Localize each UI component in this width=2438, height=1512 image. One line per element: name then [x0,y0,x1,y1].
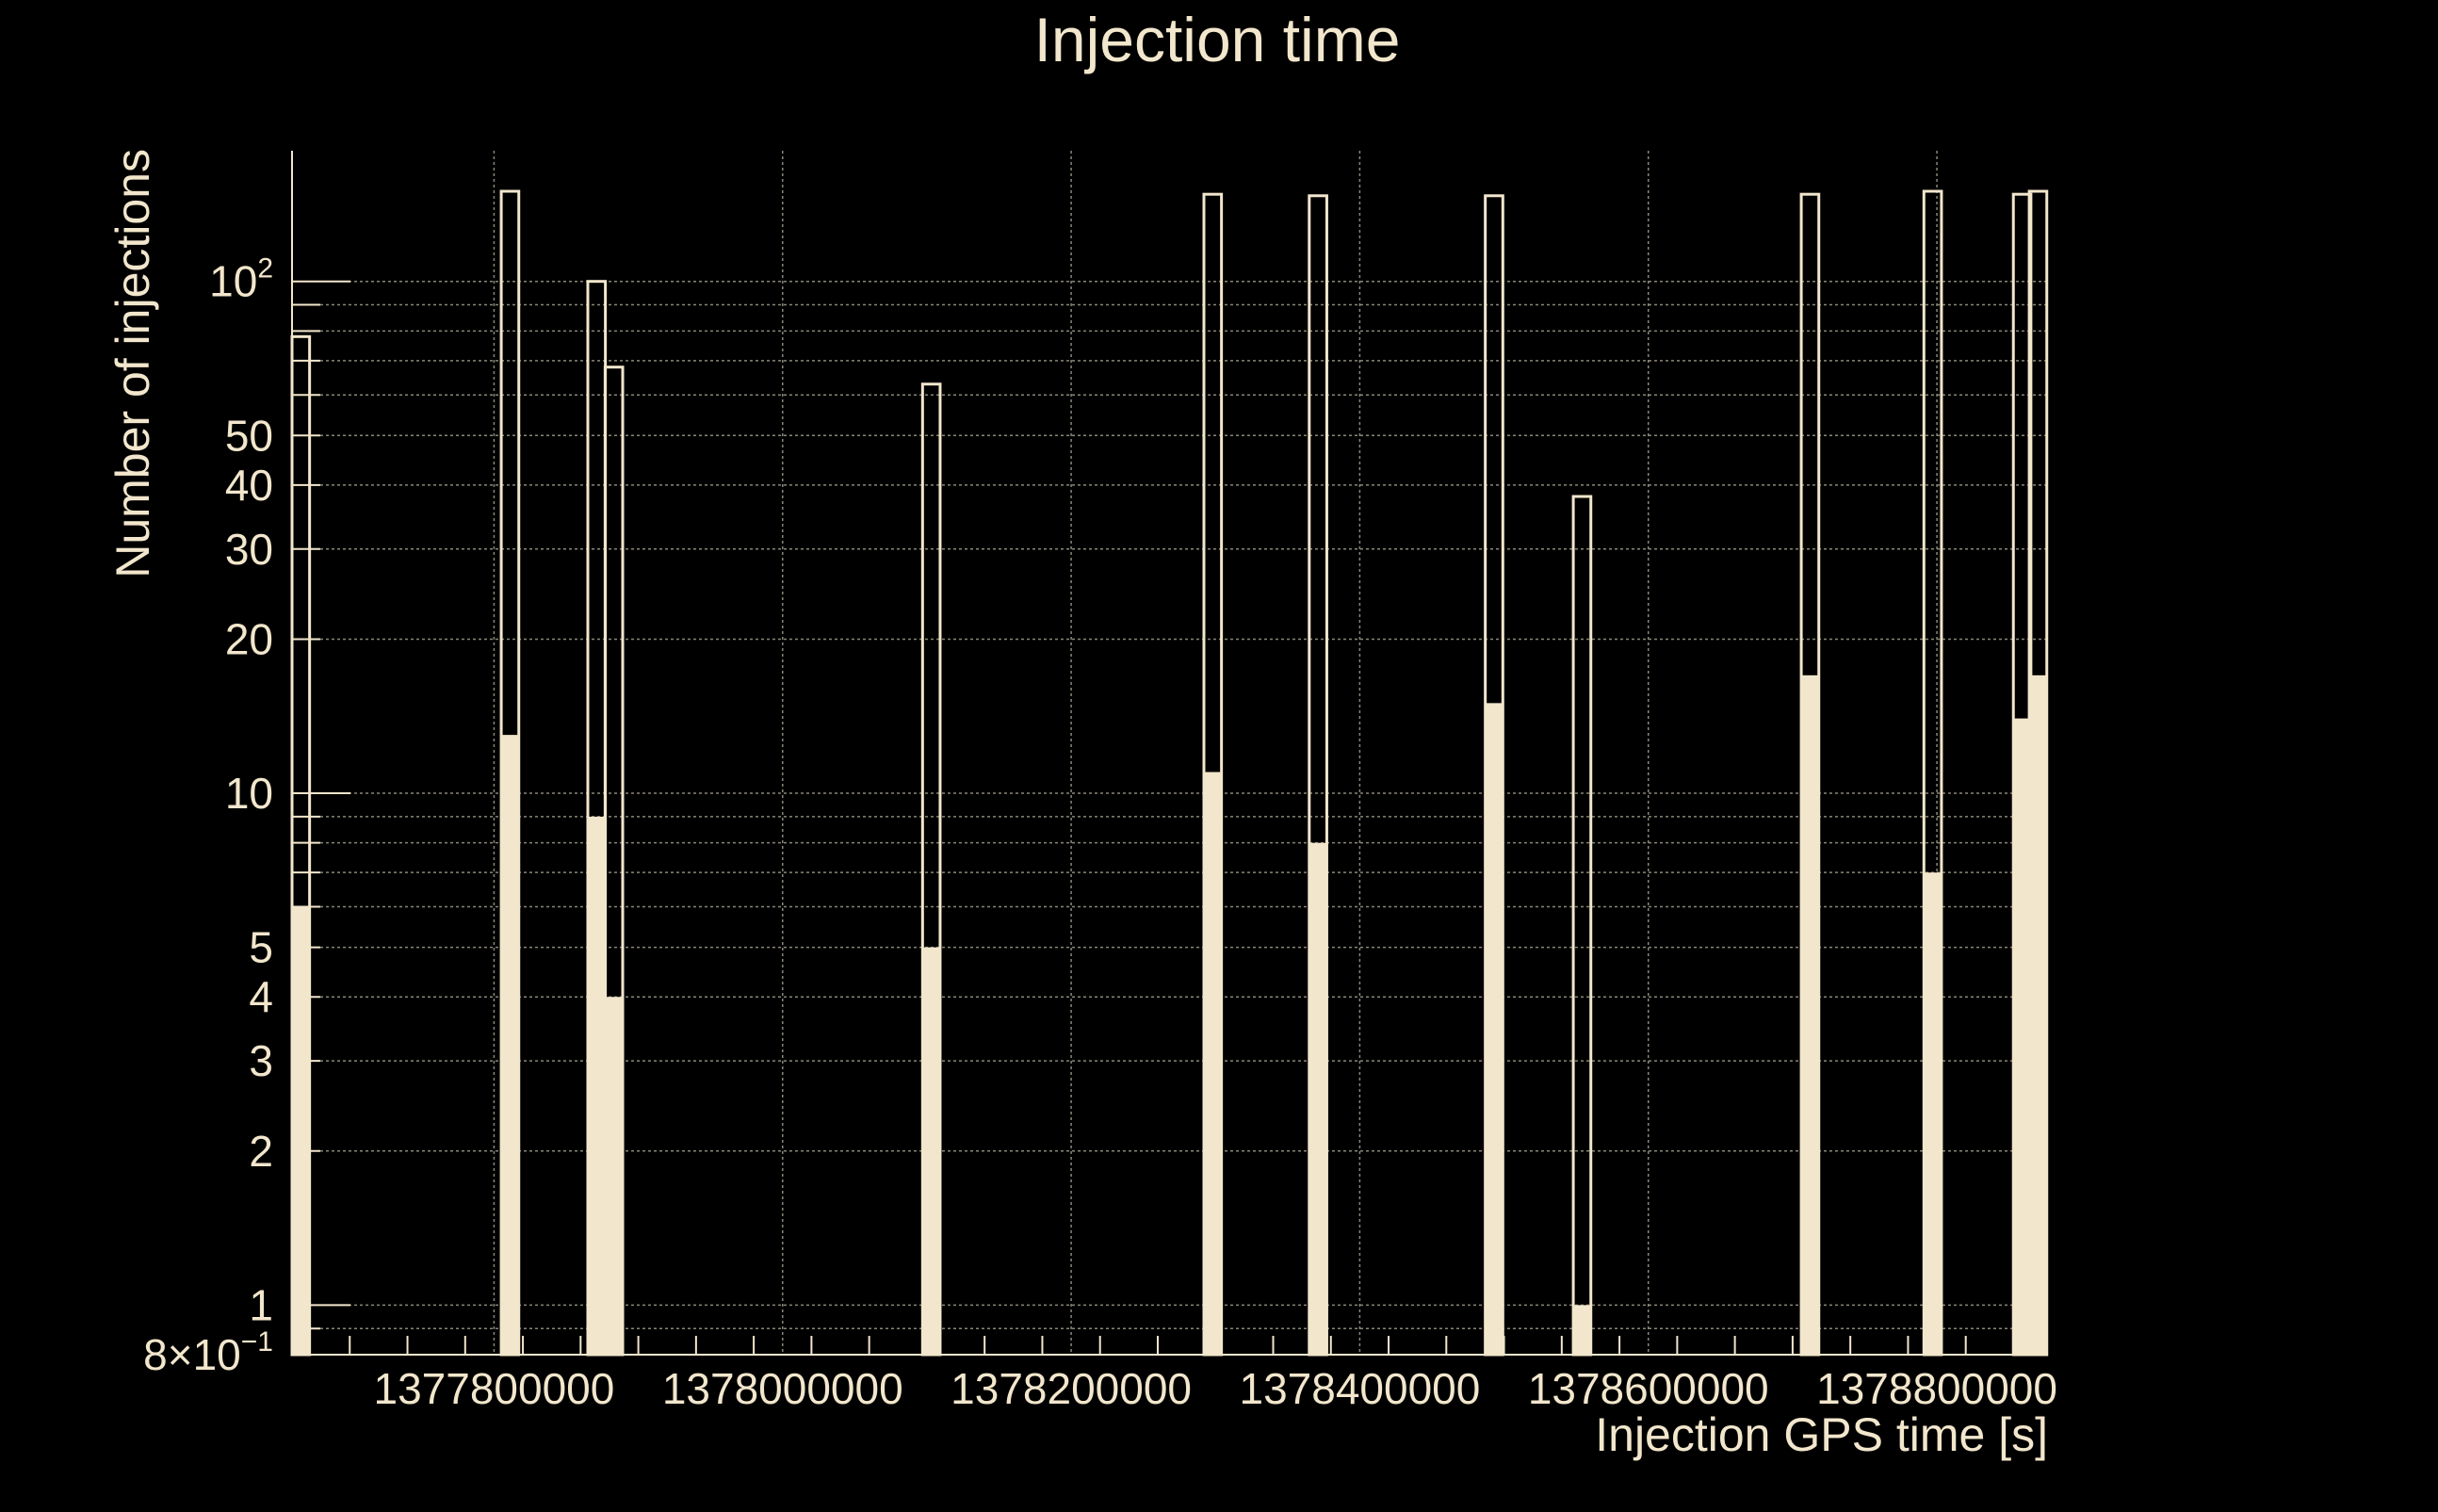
y-tick-label: 30 [225,525,273,574]
filled-bar [2013,718,2031,1355]
x-tick-label: 1378400000 [1239,1364,1480,1413]
outline-bar [1571,495,1593,1357]
y-tick-label: 102 [209,253,273,306]
grid-lines [292,151,2048,1356]
y-tick-label: 3 [249,1036,273,1085]
y-tick-label-exponent: −1 [241,1326,273,1358]
filled-bar [587,816,606,1355]
y-tick-label: 8×10−1 [143,1326,273,1379]
tick-marks [292,280,2024,1356]
axes [291,151,2048,1356]
filled-bar [1308,842,1327,1355]
filled-bar [605,997,624,1355]
y-tick-label: 1 [249,1280,273,1329]
y-tick-label: 2 [249,1127,273,1176]
y-axis-label: Number of injections [106,149,159,578]
y-tick-label-base: 8×10 [143,1330,241,1379]
filled-bar [1801,675,1819,1355]
filled-bar [1203,772,1222,1355]
y-tick-label-exponent: 2 [257,253,273,285]
x-tick-label: 1378000000 [662,1364,903,1413]
outline-bars [290,189,2049,1357]
y-tick-label: 5 [249,923,273,972]
y-tick-label: 20 [225,614,273,663]
filled-bar [292,906,310,1355]
filled-bar [922,947,940,1355]
chart-title: Injection time [1034,5,1401,74]
x-tick-label: 1378600000 [1528,1364,1769,1413]
filled-bars [292,675,2047,1355]
x-tick-label: 1378800000 [1816,1364,2057,1413]
filled-bar [2029,675,2047,1355]
y-tick-label: 50 [225,411,273,460]
x-tick-label: 1378200000 [951,1364,1192,1413]
y-tick-label: 40 [225,461,273,510]
y-tick-label-base: 10 [209,257,257,306]
filled-bar [501,735,519,1355]
filled-bar [1573,1305,1591,1355]
y-tick-label: 4 [249,972,273,1021]
x-axis-label: Injection GPS time [s] [1595,1408,2048,1461]
x-tick-label: 1377800000 [374,1364,615,1413]
filled-bar [1485,703,1503,1355]
filled-bar [1924,872,1942,1355]
y-tick-label: 10 [225,769,273,818]
